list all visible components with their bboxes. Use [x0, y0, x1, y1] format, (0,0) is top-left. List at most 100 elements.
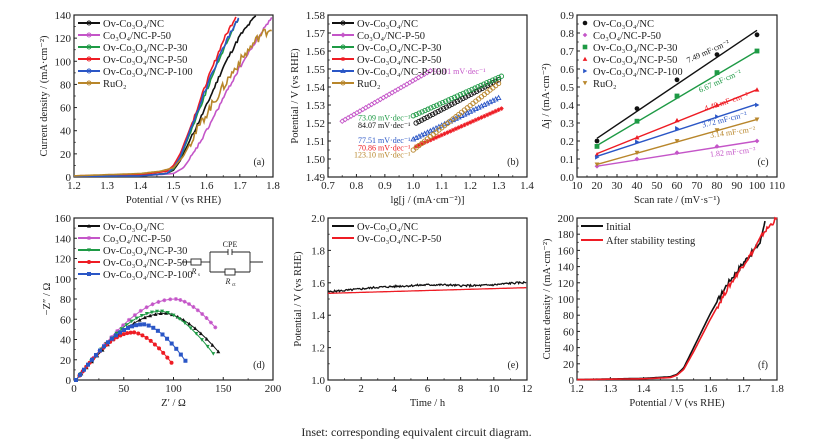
x-tick-label: 1.4 — [133, 180, 147, 192]
data-point — [348, 113, 354, 119]
x-tick-label: 10 — [572, 180, 584, 192]
data-point — [134, 323, 139, 328]
series-nyquist — [73, 311, 221, 382]
data-point — [413, 111, 419, 118]
data-point — [86, 80, 92, 86]
data-point — [182, 321, 187, 326]
x-tick-label: 50 — [118, 383, 130, 395]
x-tick-label: 1.3 — [492, 180, 506, 192]
slope-annotation: 70.86 mV·dec⁻¹ — [358, 143, 411, 152]
x-tick-label: 1.3 — [100, 180, 114, 192]
data-point — [459, 124, 464, 129]
data-point — [182, 299, 187, 304]
data-point — [416, 142, 422, 148]
series-line — [75, 312, 219, 381]
y-tick-label: 0.7 — [560, 46, 574, 58]
data-point — [755, 102, 760, 108]
x-tick-label: 1.7 — [233, 180, 247, 192]
legend-item: Ov-Co₃O₄/NC-P-50 — [332, 55, 441, 66]
data-point — [496, 107, 501, 113]
data-point — [495, 80, 502, 87]
data-point — [463, 89, 469, 95]
data-point — [427, 67, 434, 74]
data-point — [440, 99, 446, 106]
data-point — [440, 105, 447, 112]
y-tick-label: 0.1 — [560, 154, 574, 166]
data-point — [634, 156, 640, 162]
legend-label: Ov-Co₃O₄/NC-P-50 — [593, 55, 677, 66]
legend-label: Ov-Co₃O₄/NC-P-30 — [103, 43, 187, 54]
data-point — [164, 311, 169, 315]
data-point — [431, 103, 437, 110]
x-tick-label: 150 — [215, 383, 232, 395]
x-tick-label: 1.8 — [266, 180, 280, 192]
wire — [209, 251, 263, 273]
data-point — [199, 338, 204, 342]
data-point — [374, 98, 381, 104]
data-point — [150, 302, 155, 307]
y-tick-label: 1.49 — [306, 172, 326, 184]
x-tick-label: 0 — [71, 383, 77, 395]
data-point — [675, 126, 680, 131]
data-point — [634, 150, 640, 156]
legend-item: Ov-Co₃O₄/NC-P-30 — [332, 43, 441, 54]
x-tick-label: 1.0 — [406, 180, 420, 192]
data-point — [582, 44, 588, 50]
y-tick-label: 120 — [55, 33, 72, 45]
legend-item: After stability testing — [581, 236, 696, 247]
y-tick-label: 0 — [569, 375, 575, 387]
y-tick-label: 60 — [60, 314, 72, 326]
data-point — [421, 116, 428, 122]
data-point — [174, 346, 179, 351]
panel-label: (e) — [507, 360, 518, 371]
y-tick-label: 100 — [558, 294, 575, 306]
rct-label: R — [225, 277, 231, 286]
x-tick-label: 100 — [165, 383, 182, 395]
data-point — [87, 248, 91, 252]
data-point — [429, 111, 436, 118]
legend-item: Co₃O₄/NC-P-50 — [582, 31, 661, 42]
y-tick-label: 1.58 — [306, 10, 326, 22]
data-point — [495, 77, 502, 83]
data-point — [674, 93, 680, 99]
data-point — [77, 372, 82, 377]
y-tick-label: 180 — [558, 229, 575, 241]
series-points — [339, 67, 434, 125]
x-axis-label: Potential / V (vs RHE) — [629, 398, 725, 409]
data-point — [453, 126, 459, 131]
data-point — [481, 81, 487, 87]
data-point — [427, 113, 433, 119]
series-points — [413, 77, 502, 126]
y-tick-label: 1.51 — [306, 136, 325, 148]
data-point — [438, 107, 444, 113]
x-tick-label: 10 — [488, 383, 500, 395]
data-point — [479, 115, 484, 120]
data-point — [165, 310, 170, 315]
data-point — [487, 111, 493, 116]
fit-line — [596, 29, 758, 139]
data-point — [368, 101, 375, 108]
data-point — [439, 132, 444, 138]
data-point — [442, 98, 449, 104]
x-tick-label: 40 — [632, 180, 644, 192]
y-tick-label: 120 — [558, 278, 575, 290]
legend-label: Ov-Co₃O₄/NC-P-50 — [103, 55, 187, 66]
legend-label: Co₃O₄/NC-P-50 — [593, 31, 661, 42]
data-point — [161, 350, 166, 355]
y-axis-label: −Z″ / Ω — [42, 282, 53, 315]
y-tick-label: 1.4 — [311, 310, 325, 322]
data-point — [446, 103, 452, 109]
data-point — [416, 110, 422, 116]
data-point — [451, 94, 458, 100]
data-point — [434, 102, 440, 108]
series-line — [328, 287, 527, 294]
y-tick-label: 40 — [563, 343, 575, 355]
data-point — [448, 95, 455, 102]
data-point — [451, 100, 458, 106]
data-point — [595, 154, 600, 160]
data-point — [365, 103, 372, 109]
legend-item: Ov-Co₃O₄/NC-P-50 — [332, 234, 441, 245]
data-point — [473, 117, 479, 123]
y-tick-label: 40 — [60, 335, 72, 347]
